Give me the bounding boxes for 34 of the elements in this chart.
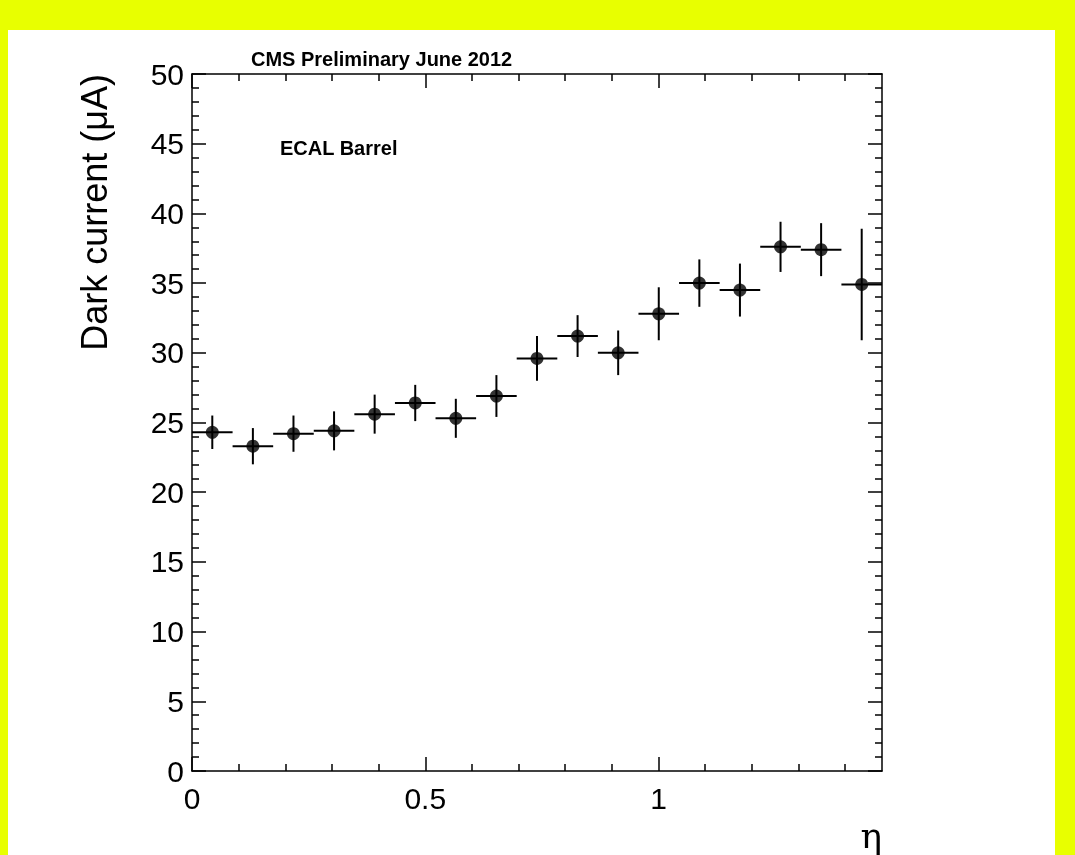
point — [855, 278, 869, 291]
point — [205, 425, 219, 439]
x-tick-label: 1 — [650, 781, 667, 815]
point — [489, 389, 503, 403]
y-tick-label: 35 — [150, 266, 184, 300]
y-tick-label: 10 — [150, 615, 184, 649]
y-tick-label: 45 — [150, 127, 184, 161]
point — [774, 240, 788, 254]
point — [652, 307, 666, 321]
point — [327, 424, 341, 438]
point — [571, 329, 585, 343]
point — [368, 407, 382, 421]
y-tick-label: 40 — [150, 196, 184, 230]
point — [449, 411, 463, 425]
y-tick-label: 0 — [167, 754, 184, 788]
y-tick-label: 5 — [167, 684, 184, 718]
point — [530, 351, 544, 365]
y-tick-label: 20 — [150, 475, 184, 509]
point — [733, 283, 747, 297]
y-tick-label: 15 — [150, 545, 184, 579]
annotation: ECAL Barrel — [280, 137, 398, 159]
x-tick-label: 0.5 — [404, 781, 447, 815]
point — [246, 439, 260, 453]
point — [814, 243, 828, 257]
y-axis-title: Dark current (μA) — [73, 74, 115, 351]
point — [286, 427, 300, 441]
point — [692, 276, 706, 290]
y-tick-label: 25 — [150, 406, 184, 439]
chart-title: CMS Preliminary June 2012 — [251, 48, 513, 70]
point — [408, 396, 422, 410]
y-tick-label: 50 — [150, 57, 184, 91]
y-tick-label: 30 — [150, 336, 184, 370]
x-axis-title: η — [860, 814, 882, 855]
point — [611, 346, 625, 360]
